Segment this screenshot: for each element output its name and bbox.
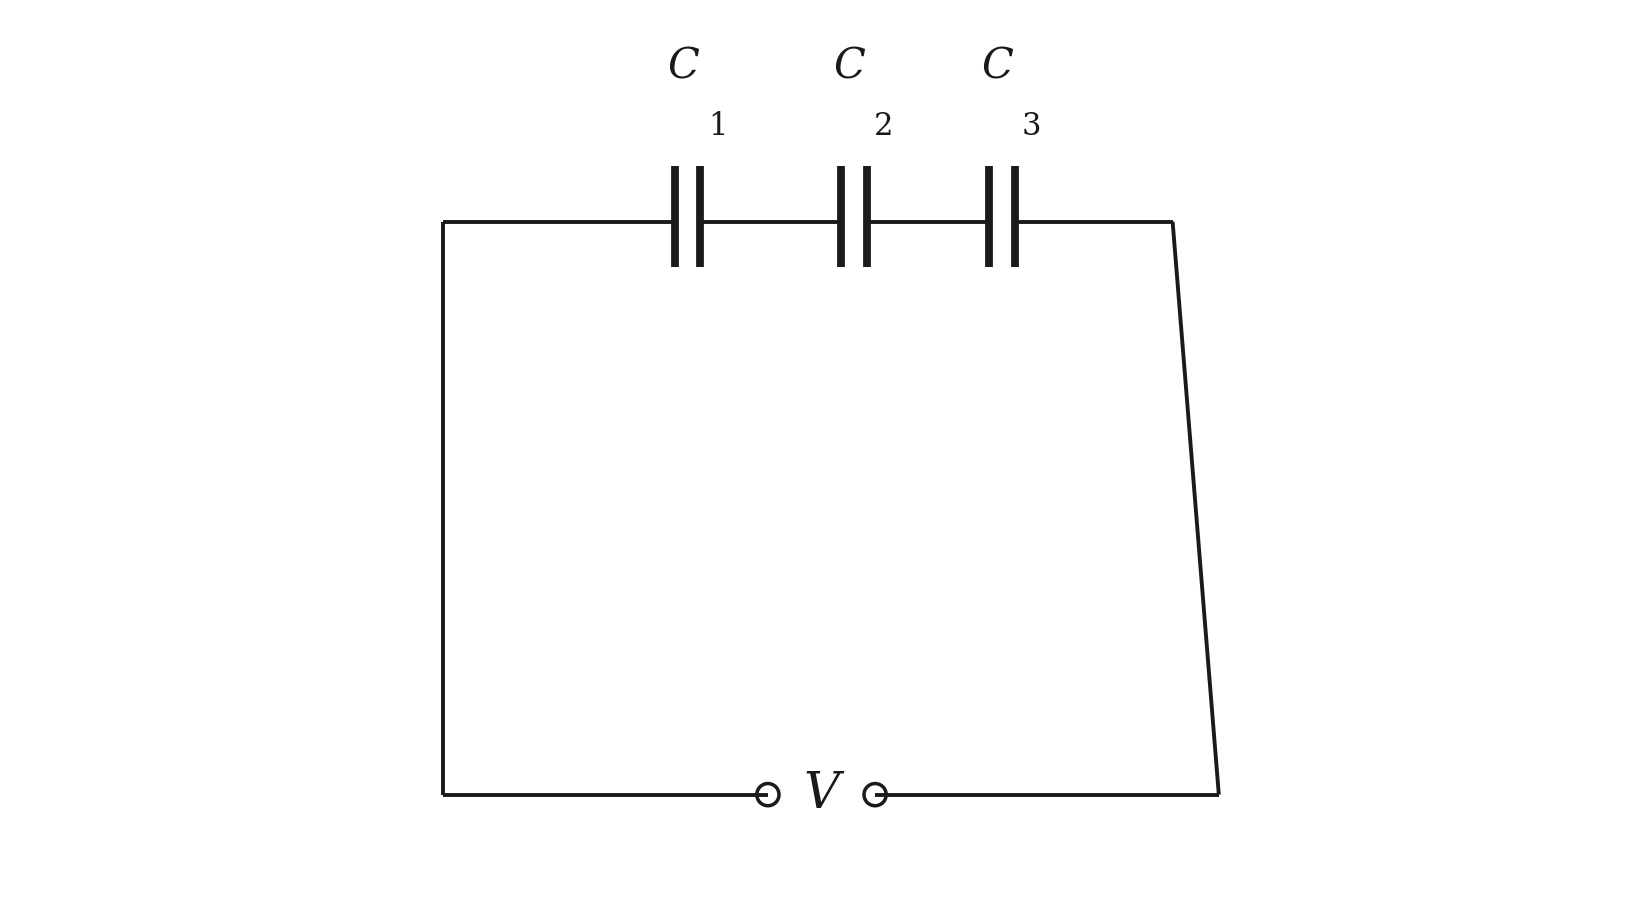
Text: 2: 2 bbox=[874, 111, 894, 142]
Text: 3: 3 bbox=[1022, 111, 1042, 142]
Text: C: C bbox=[667, 46, 698, 88]
Text: C: C bbox=[833, 46, 866, 88]
Text: V: V bbox=[803, 770, 840, 820]
Text: 1: 1 bbox=[708, 111, 728, 142]
Text: C: C bbox=[981, 46, 1014, 88]
